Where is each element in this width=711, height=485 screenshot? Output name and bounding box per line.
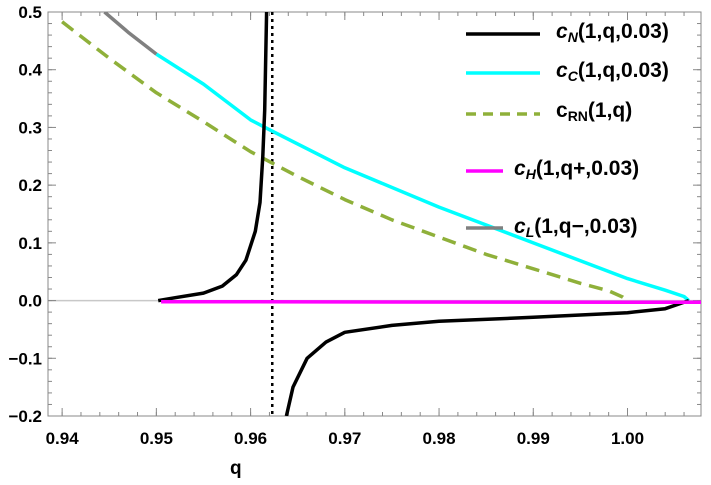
legend-label-ch: cH(1,q+,0.03) bbox=[514, 157, 640, 182]
plot-frame bbox=[47, 11, 702, 417]
series-rn-line bbox=[61, 20, 629, 303]
x-axis-label: q bbox=[230, 458, 242, 479]
y-tick-label: −0.1 bbox=[8, 349, 42, 368]
legend-label-cl: cL(1,q−,0.03) bbox=[514, 215, 638, 240]
y-tick-label: 0.1 bbox=[18, 234, 42, 253]
y-tick-label: −0.2 bbox=[8, 407, 42, 426]
y-tick-label: 0.2 bbox=[18, 176, 42, 195]
y-tick-label: 0.3 bbox=[18, 118, 42, 137]
x-tick-label: 0.99 bbox=[517, 429, 550, 448]
x-tick-label: 0.94 bbox=[46, 429, 80, 448]
series-h-line bbox=[161, 299, 701, 305]
series-c-line bbox=[155, 52, 690, 302]
legend-label-cn: cN(1,q,0.03) bbox=[556, 20, 669, 45]
x-tick-label: 0.95 bbox=[140, 429, 173, 448]
series-n-line bbox=[284, 298, 690, 416]
x-tick-label: 0.96 bbox=[234, 429, 267, 448]
legend-label-crn: cRN(1,q) bbox=[556, 99, 633, 124]
legend-label-cc: cC(1,q,0.03) bbox=[556, 59, 669, 84]
series-l-line bbox=[103, 12, 158, 56]
x-tick-label: 0.97 bbox=[328, 429, 361, 448]
y-tick-label: 0.4 bbox=[18, 61, 42, 80]
y-tick-label: 0.5 bbox=[18, 3, 42, 22]
y-tick-label: 0.0 bbox=[18, 292, 42, 311]
x-tick-label: 0.98 bbox=[422, 429, 455, 448]
x-tick-label: 1.00 bbox=[611, 429, 644, 448]
series-n-line bbox=[157, 12, 269, 303]
